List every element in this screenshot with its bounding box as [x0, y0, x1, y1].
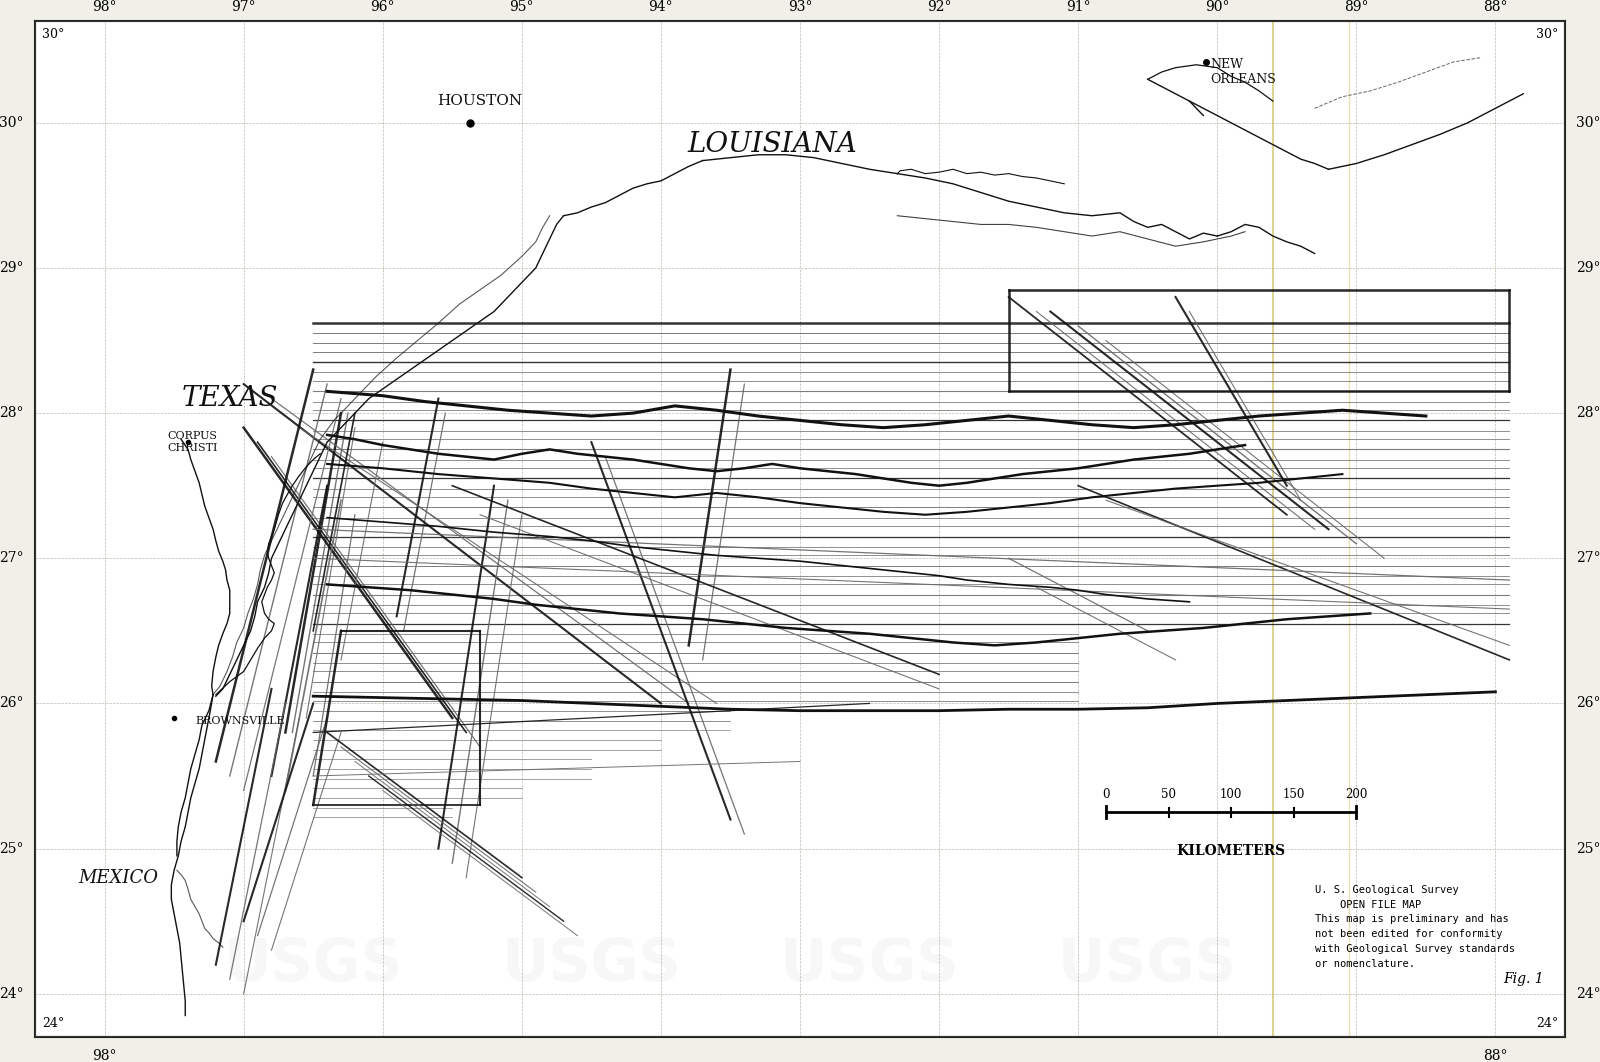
- Text: 25°: 25°: [0, 841, 24, 856]
- Text: 200: 200: [1346, 788, 1368, 801]
- Text: 24°: 24°: [42, 1017, 64, 1030]
- Text: 27°: 27°: [0, 551, 24, 565]
- Text: 30°: 30°: [0, 116, 24, 130]
- Text: USGS: USGS: [501, 937, 682, 993]
- Text: MEXICO: MEXICO: [78, 869, 158, 887]
- Text: 28°: 28°: [1576, 406, 1600, 421]
- Text: 98°: 98°: [93, 0, 117, 14]
- Text: 50: 50: [1162, 788, 1176, 801]
- Text: 91°: 91°: [1066, 0, 1091, 14]
- Text: 92°: 92°: [926, 0, 952, 14]
- Text: 25°: 25°: [1576, 841, 1600, 856]
- Text: 0: 0: [1102, 788, 1110, 801]
- Text: U. S. Geological Survey
    OPEN FILE MAP
This map is preliminary and has
not be: U. S. Geological Survey OPEN FILE MAP Th…: [1315, 885, 1515, 969]
- Text: 88°: 88°: [1483, 1049, 1507, 1062]
- Text: 93°: 93°: [787, 0, 813, 14]
- Text: HOUSTON: HOUSTON: [437, 95, 523, 108]
- Text: 29°: 29°: [0, 261, 24, 275]
- Text: 88°: 88°: [1483, 0, 1507, 14]
- Text: 96°: 96°: [371, 0, 395, 14]
- Text: 90°: 90°: [1205, 0, 1229, 14]
- Text: 24°: 24°: [0, 987, 24, 1000]
- Text: 30°: 30°: [1576, 116, 1600, 130]
- Text: 100: 100: [1219, 788, 1242, 801]
- Text: 24°: 24°: [1576, 987, 1600, 1000]
- Text: 27°: 27°: [1576, 551, 1600, 565]
- Text: 95°: 95°: [509, 0, 534, 14]
- Text: 24°: 24°: [1536, 1017, 1558, 1030]
- Text: 94°: 94°: [648, 0, 674, 14]
- Text: USGS: USGS: [224, 937, 403, 993]
- Text: BROWNSVILLE: BROWNSVILLE: [195, 716, 285, 725]
- Text: 98°: 98°: [93, 1049, 117, 1062]
- Text: 97°: 97°: [232, 0, 256, 14]
- Text: 26°: 26°: [0, 697, 24, 710]
- Text: 29°: 29°: [1576, 261, 1600, 275]
- Text: KILOMETERS: KILOMETERS: [1176, 844, 1286, 858]
- Text: USGS: USGS: [1058, 937, 1237, 993]
- Text: 28°: 28°: [0, 406, 24, 421]
- Text: LOUISIANA: LOUISIANA: [688, 131, 858, 158]
- Text: 30°: 30°: [1536, 29, 1558, 41]
- Text: 26°: 26°: [1576, 697, 1600, 710]
- Text: 150: 150: [1283, 788, 1306, 801]
- Text: 30°: 30°: [42, 29, 64, 41]
- Text: TEXAS: TEXAS: [181, 386, 278, 412]
- Text: Fig. 1: Fig. 1: [1504, 973, 1544, 987]
- Text: NEW
ORLEANS: NEW ORLEANS: [1210, 58, 1277, 86]
- Text: CORPUS
CHRISTI: CORPUS CHRISTI: [166, 431, 218, 453]
- Text: USGS: USGS: [779, 937, 960, 993]
- Text: 89°: 89°: [1344, 0, 1368, 14]
